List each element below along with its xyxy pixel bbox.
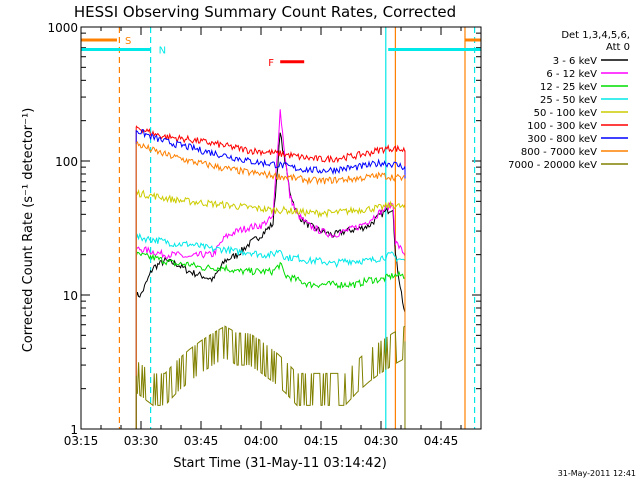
series-line xyxy=(135,125,406,164)
legend-header-line: Det 1,3,4,5,6, xyxy=(561,30,630,41)
legend-entry-label: 300 - 800 keV xyxy=(527,134,597,145)
legend-entry-label: 25 - 50 keV xyxy=(540,95,597,106)
x-tick-label: 03:15 xyxy=(64,434,99,448)
y-tick-label: 100 xyxy=(55,155,78,169)
plot-frame xyxy=(80,26,482,430)
x-tick-label: 04:45 xyxy=(424,434,459,448)
series-line xyxy=(135,109,406,259)
legend-entry-label: 3 - 6 keV xyxy=(553,56,597,67)
series-line xyxy=(135,251,406,290)
legend-header: Det 1,3,4,5,6,Att 0 xyxy=(561,30,630,53)
series-line xyxy=(135,325,406,407)
y-tick-label: 1 xyxy=(70,423,78,437)
y-axis-label: Corrected Count Rate (s⁻¹ detector⁻¹) xyxy=(21,108,36,353)
x-tick-label: 04:00 xyxy=(244,434,279,448)
legend-header-line: Att 0 xyxy=(606,42,630,53)
flag-label: N xyxy=(159,45,166,56)
flag-label: F xyxy=(268,58,274,69)
x-tick-label: 04:30 xyxy=(364,434,399,448)
x-tick-label: 03:45 xyxy=(184,434,219,448)
footer-timestamp: 31-May-2011 12:41 xyxy=(558,469,636,478)
series-line xyxy=(135,232,406,269)
legend-entry-label: 800 - 7000 keV xyxy=(521,147,597,158)
flag-label: S xyxy=(125,36,131,47)
series-line xyxy=(135,188,406,219)
legend-entry-label: 12 - 25 keV xyxy=(540,82,597,93)
legend-entry-label: 7000 - 20000 keV xyxy=(508,160,597,171)
y-tick-label: 10 xyxy=(63,289,78,303)
series-line xyxy=(135,141,406,186)
legend-entry-label: 100 - 300 keV xyxy=(527,121,597,132)
x-axis-label: Start Time (31-May-11 03:14:42) xyxy=(173,456,387,471)
legend-entry-label: 6 - 12 keV xyxy=(546,69,597,80)
chart-title: HESSI Observing Summary Count Rates, Cor… xyxy=(74,3,456,21)
x-tick-label: 03:30 xyxy=(124,434,159,448)
y-tick-label: 1000 xyxy=(47,21,78,35)
legend-entry-label: 50 - 100 keV xyxy=(534,108,598,119)
x-tick-label: 04:15 xyxy=(304,434,339,448)
series-line xyxy=(135,132,406,313)
series-line xyxy=(136,128,406,175)
